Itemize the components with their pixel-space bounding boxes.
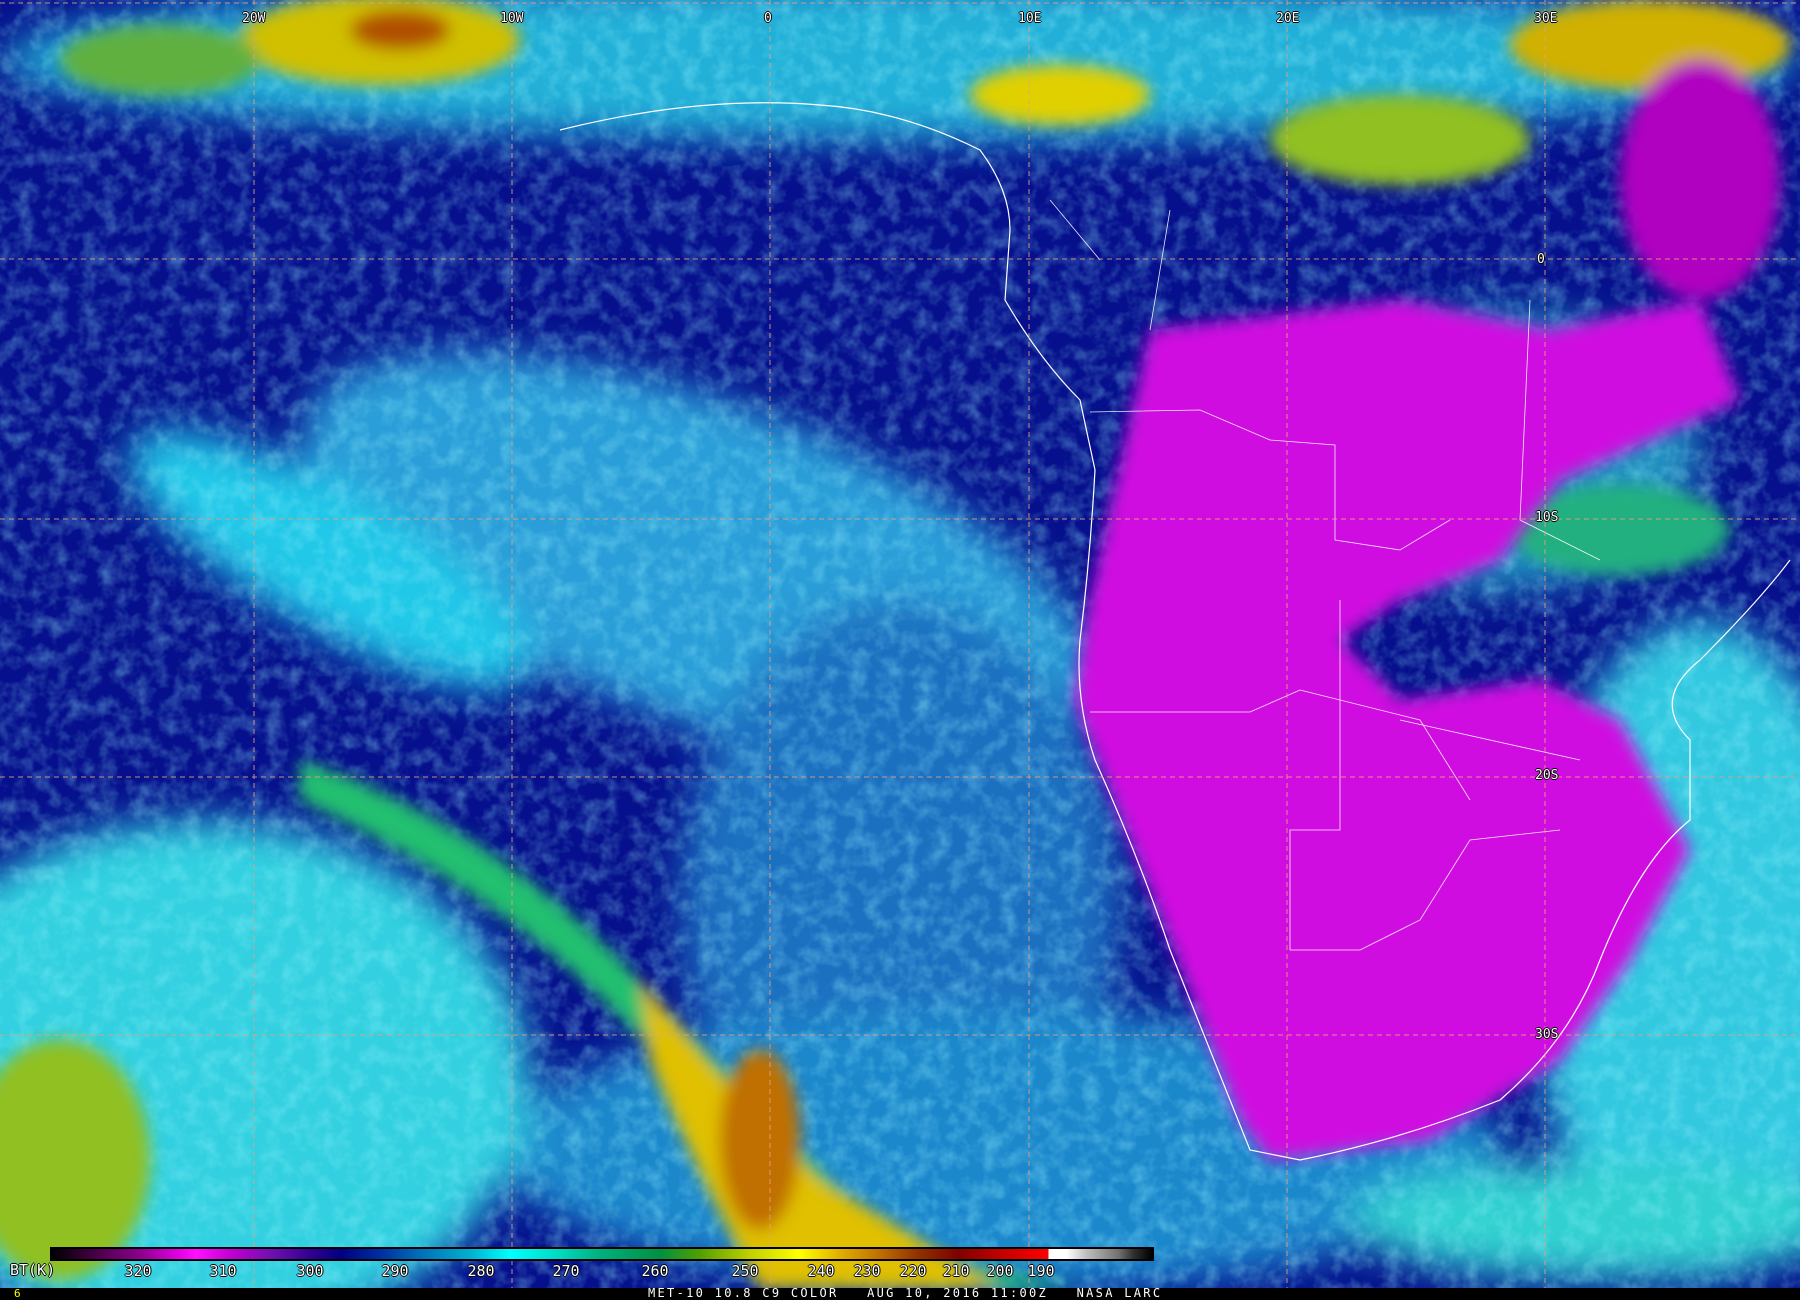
colorbar-tick: 260	[641, 1262, 669, 1280]
longitude-label: 10W	[500, 11, 524, 26]
colorbar-tick: 210	[942, 1262, 970, 1280]
longitude-label: 10E	[1018, 11, 1042, 26]
image-datetime: AUG 10, 2016 11:00Z	[867, 1286, 1049, 1300]
coastline	[559, 102, 1791, 1161]
colorbar-tick: 300	[296, 1262, 324, 1280]
colorbar-tick: 270	[552, 1262, 580, 1280]
colorbar-tick: 190	[1027, 1262, 1055, 1280]
status-bar	[0, 1288, 1800, 1300]
status-caption: MET-10 10.8 C9 COLOR AUG 10, 2016 11:00Z…	[648, 1286, 1162, 1300]
brightness-temperature-colorbar	[50, 1247, 1154, 1261]
colorbar-tick: 220	[899, 1262, 927, 1280]
colorbar-tick: 240	[807, 1262, 835, 1280]
colorbar-tick: 310	[209, 1262, 237, 1280]
country-borders	[1049, 199, 1601, 951]
longitude-label: 20E	[1276, 11, 1300, 26]
product-name: MET-10 10.8 C9 COLOR	[648, 1286, 839, 1300]
southern-africa-land	[1075, 300, 1740, 1160]
colorbar-tick: 320	[124, 1262, 152, 1280]
longitude-label: 30E	[1534, 11, 1558, 26]
longitude-label: 20W	[242, 11, 266, 26]
colorbar-unit-label: BT(K)	[10, 1261, 56, 1279]
colorbar-tick: 290	[381, 1262, 409, 1280]
latitude-label: 20S	[1535, 768, 1559, 783]
colorbar-tick: 280	[467, 1262, 495, 1280]
latitude-label: 0	[1537, 252, 1545, 267]
latitude-label: 10S	[1535, 510, 1559, 525]
colorbar-tick: 230	[853, 1262, 881, 1280]
colorbar-tick: 200	[986, 1262, 1014, 1280]
frame-number: 6	[14, 1287, 21, 1300]
latitude-label: 30S	[1535, 1027, 1559, 1042]
longitude-label: 0	[764, 11, 772, 26]
credit: NASA LARC	[1076, 1286, 1163, 1300]
colorbar-tick: 250	[731, 1262, 759, 1280]
